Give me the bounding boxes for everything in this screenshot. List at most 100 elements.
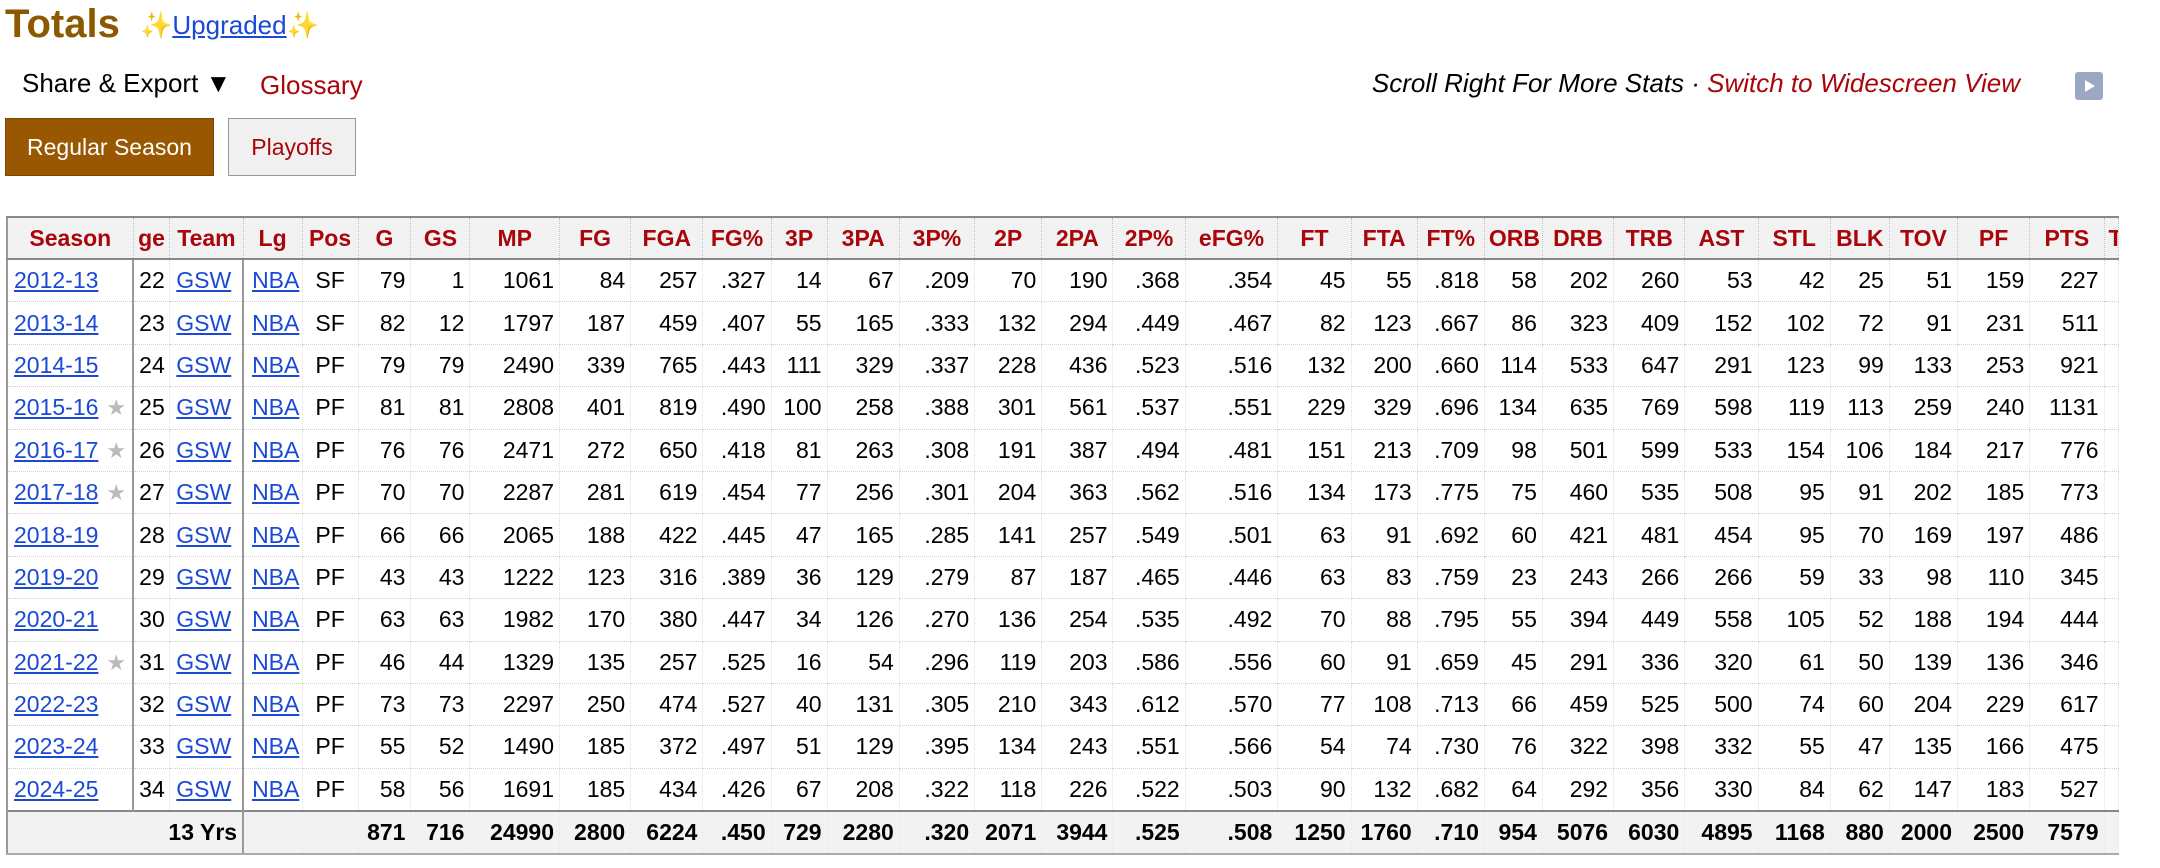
team-link[interactable]: GSW <box>176 563 232 590</box>
team-link[interactable]: GSW <box>176 691 232 718</box>
share-export-dropdown[interactable]: Share & Export ▼ <box>22 68 232 98</box>
column-header[interactable]: Team <box>169 216 244 260</box>
stat-cell: 76 <box>410 429 471 472</box>
column-header[interactable]: 3P <box>771 216 828 260</box>
team-link[interactable]: GSW <box>176 267 232 294</box>
stat-cell: 79 <box>410 344 471 388</box>
stat-cell: .556 <box>1185 641 1279 684</box>
team-link[interactable]: GSW <box>176 309 232 336</box>
league-link[interactable]: NBA <box>252 267 300 294</box>
season-link[interactable]: 2016-17 <box>14 436 99 463</box>
column-header[interactable]: AST <box>1684 216 1759 260</box>
overflow-cell <box>2104 556 2120 600</box>
league-cell: NBA <box>243 725 303 769</box>
season-link[interactable]: 2024-25 <box>14 775 99 802</box>
column-header[interactable]: TRB <box>1613 216 1686 260</box>
season-link[interactable]: 2021-22 <box>14 648 99 675</box>
column-header[interactable]: 2P <box>974 216 1043 260</box>
team-link[interactable]: GSW <box>176 521 232 548</box>
team-link[interactable]: GSW <box>176 606 232 633</box>
season-link[interactable]: 2020-21 <box>14 606 99 633</box>
team-link[interactable]: GSW <box>176 394 232 421</box>
column-header[interactable]: FTA <box>1351 216 1418 260</box>
column-header[interactable]: T <box>2104 216 2120 260</box>
team-link[interactable]: GSW <box>176 775 232 802</box>
upgraded-link[interactable]: Upgraded <box>172 10 287 40</box>
team-link[interactable]: GSW <box>176 351 232 378</box>
column-header[interactable]: FG% <box>702 216 772 260</box>
glossary-link[interactable]: Glossary <box>260 70 363 100</box>
tab-playoffs[interactable]: Playoffs <box>228 118 356 176</box>
totals-footer-row: 13 Yrs 871 716 24990 2800 6224.450 729 2280.320… <box>5 810 2120 856</box>
stat-cell: .586 <box>1112 641 1186 684</box>
column-header[interactable]: 3PA <box>827 216 900 260</box>
stat-cell: .368 <box>1112 259 1186 303</box>
season-link[interactable]: 2022-23 <box>14 691 99 718</box>
season-link[interactable]: 2019-20 <box>14 563 99 590</box>
column-header[interactable]: FG <box>559 216 632 260</box>
league-link[interactable]: NBA <box>252 691 300 718</box>
stat-cell: 619 <box>630 471 704 515</box>
column-header[interactable]: TOV <box>1889 216 1959 260</box>
column-header[interactable]: BLK <box>1830 216 1890 260</box>
league-link[interactable]: NBA <box>252 733 300 760</box>
season-link[interactable]: 2023-24 <box>14 733 99 760</box>
column-header[interactable]: Season <box>5 216 134 260</box>
column-header[interactable]: DRB <box>1542 216 1615 260</box>
season-link[interactable]: 2012-13 <box>14 267 99 294</box>
stat-cell: 202 <box>1889 471 1959 515</box>
stat-cell: 398 <box>1613 725 1686 769</box>
league-link[interactable]: NBA <box>252 394 300 421</box>
season-link[interactable]: 2018-19 <box>14 521 99 548</box>
play-icon[interactable] <box>2075 72 2103 100</box>
column-header[interactable]: PTS <box>2029 216 2105 260</box>
total-stat-cell: .450 <box>702 810 772 856</box>
league-link[interactable]: NBA <box>252 521 300 548</box>
column-header[interactable]: MP <box>469 216 560 260</box>
league-link[interactable]: NBA <box>252 479 300 506</box>
column-header[interactable]: 3P% <box>899 216 976 260</box>
season-cell: 2017-18 ★ <box>5 471 135 515</box>
column-header[interactable]: ge <box>133 216 171 260</box>
league-link[interactable]: NBA <box>252 351 300 378</box>
column-header[interactable]: STL <box>1758 216 1831 260</box>
column-header[interactable]: G <box>358 216 412 260</box>
column-header[interactable]: FGA <box>630 216 704 260</box>
team-link[interactable]: GSW <box>176 733 232 760</box>
team-link[interactable]: GSW <box>176 436 232 463</box>
league-link[interactable]: NBA <box>252 436 300 463</box>
position-cell: PF <box>302 725 359 769</box>
team-link[interactable]: GSW <box>176 479 232 506</box>
stat-cell: .270 <box>899 598 976 642</box>
stat-cell: 294 <box>1041 301 1114 345</box>
column-header[interactable]: ORB <box>1484 216 1543 260</box>
league-link[interactable]: NBA <box>252 775 300 802</box>
season-link[interactable]: 2013-14 <box>14 309 99 336</box>
league-link[interactable]: NBA <box>252 606 300 633</box>
column-header[interactable]: FT <box>1277 216 1352 260</box>
column-header[interactable]: Lg <box>243 216 303 260</box>
stat-cell: 73 <box>358 683 412 727</box>
league-link[interactable]: NBA <box>252 648 300 675</box>
stat-cell: 210 <box>974 683 1043 727</box>
column-header[interactable]: 2PA <box>1041 216 1114 260</box>
widescreen-link[interactable]: Switch to Widescreen View <box>1707 68 2020 98</box>
column-header[interactable]: eFG% <box>1185 216 1279 260</box>
stat-cell: 53 <box>1684 259 1759 303</box>
league-link[interactable]: NBA <box>252 309 300 336</box>
stat-cell: 635 <box>1542 386 1615 430</box>
season-link[interactable]: 2015-16 <box>14 394 99 421</box>
season-link[interactable]: 2014-15 <box>14 351 99 378</box>
stat-cell: 135 <box>1889 725 1959 769</box>
team-link[interactable]: GSW <box>176 648 232 675</box>
column-header[interactable]: GS <box>410 216 471 260</box>
column-header[interactable]: FT% <box>1417 216 1485 260</box>
column-header[interactable]: Pos <box>302 216 359 260</box>
column-header[interactable]: 2P% <box>1112 216 1186 260</box>
column-header[interactable]: PF <box>1957 216 2031 260</box>
season-cell: 2016-17 ★ <box>5 429 135 472</box>
tab-regular-season[interactable]: Regular Season <box>5 118 214 176</box>
league-link[interactable]: NBA <box>252 563 300 590</box>
season-link[interactable]: 2017-18 <box>14 479 99 506</box>
stat-cell: 533 <box>1684 429 1759 472</box>
